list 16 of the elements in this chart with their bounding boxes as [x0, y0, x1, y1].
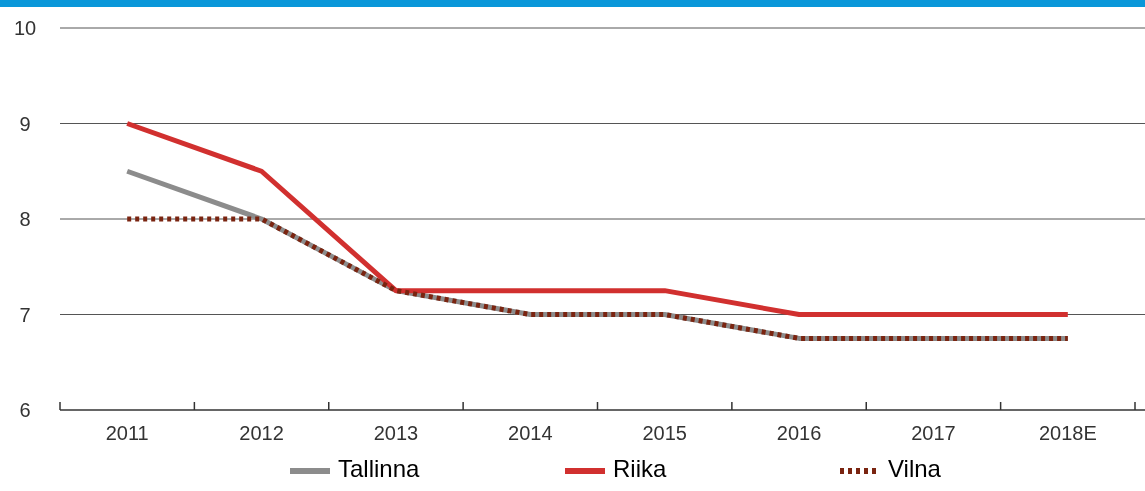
x-tick-label: 2018E — [1038, 422, 1097, 444]
legend-label: Vilna — [888, 455, 942, 482]
x-tick-label: 2015 — [642, 422, 687, 444]
y-tick-label: 7 — [19, 303, 31, 326]
legend-label: Riika — [613, 455, 667, 482]
y-tick-label: 8 — [19, 208, 31, 230]
x-tick-label: 2016 — [776, 422, 822, 444]
x-tick-label: 2014 — [508, 422, 553, 444]
x-tick-label: 2013 — [373, 422, 419, 444]
x-tick-label: 2017 — [911, 422, 956, 444]
legend-label: Tallinna — [338, 455, 421, 482]
y-tick-label: 6 — [19, 399, 31, 421]
y-tick-label: 10 — [13, 17, 37, 39]
y-tick-label: 9 — [19, 112, 31, 135]
x-tick-label: 2012 — [239, 422, 284, 444]
x-tick-label: 2011 — [105, 422, 149, 444]
